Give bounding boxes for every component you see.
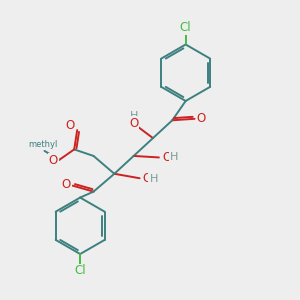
Text: H: H <box>170 152 178 162</box>
Text: Cl: Cl <box>74 265 86 278</box>
Text: O: O <box>61 178 71 191</box>
Text: O: O <box>196 112 206 125</box>
Text: O: O <box>65 119 74 132</box>
Text: O: O <box>49 154 58 167</box>
Text: H: H <box>149 174 158 184</box>
Text: O: O <box>142 172 152 185</box>
Text: O: O <box>129 117 138 130</box>
Text: Cl: Cl <box>180 21 191 34</box>
Text: H: H <box>130 111 138 122</box>
Text: methyl: methyl <box>28 140 58 149</box>
Text: O: O <box>163 151 172 164</box>
